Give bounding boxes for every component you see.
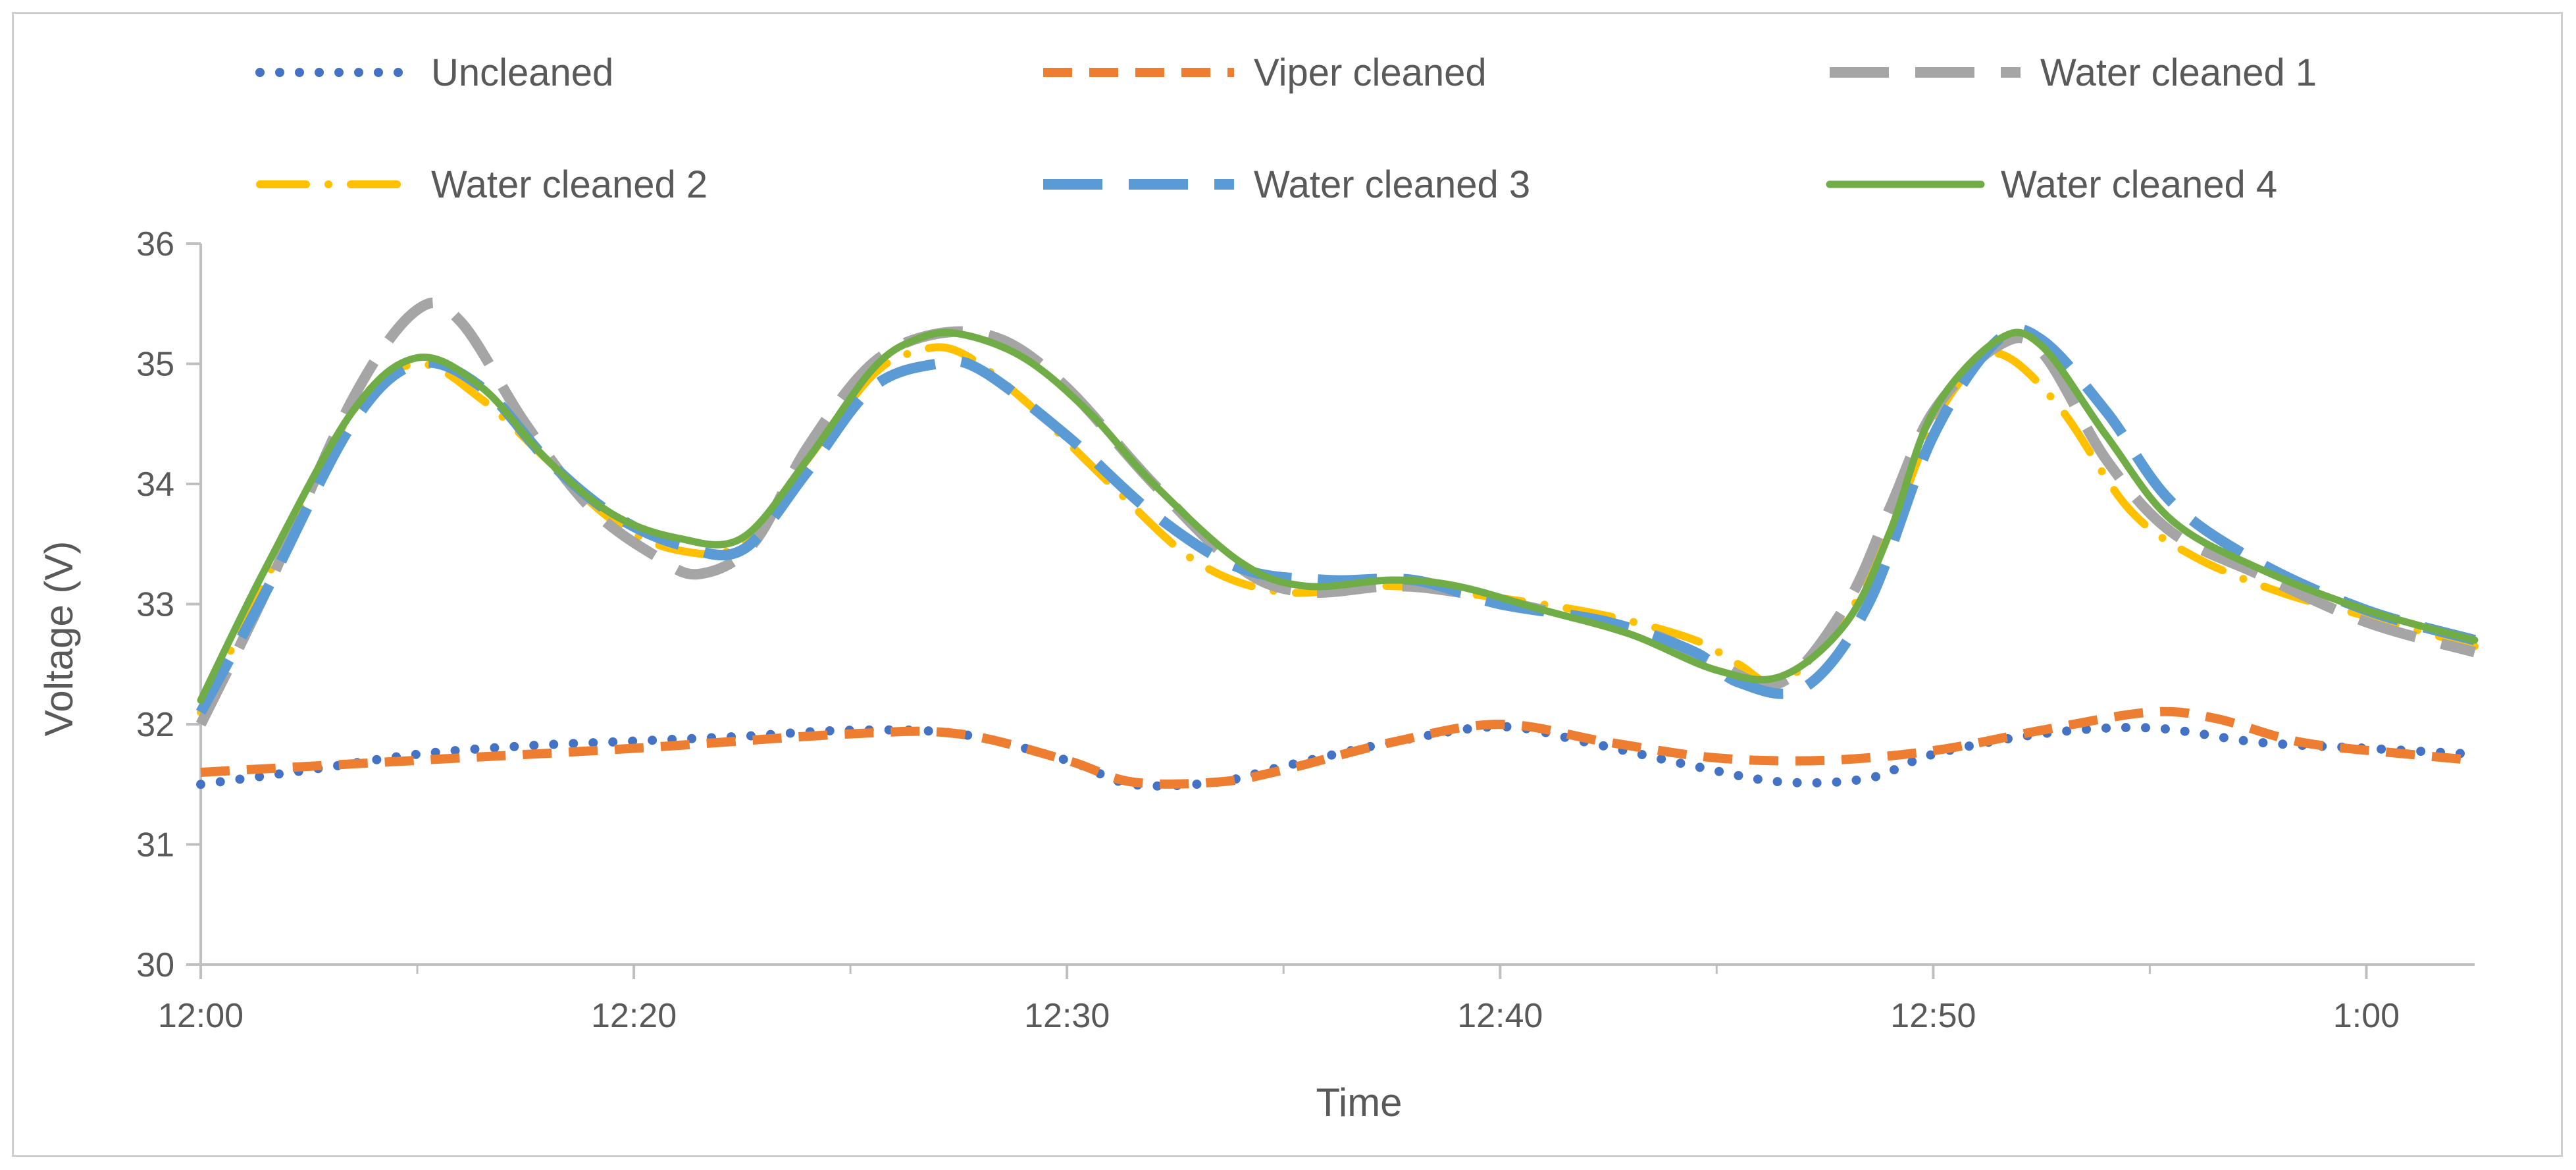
chart-legend: Uncleaned Viper cleaned Water cleaned 1 Wat… bbox=[255, 51, 2317, 206]
x-tick-label: 12:40 bbox=[1457, 997, 1543, 1035]
x-tick-label: 12:30 bbox=[1024, 997, 1110, 1035]
series-line-uncleaned bbox=[196, 722, 2479, 791]
y-tick-label: 34 bbox=[136, 465, 174, 504]
x-tick-label: 12:00 bbox=[158, 997, 244, 1035]
x-tick-label: 12:50 bbox=[1890, 997, 1976, 1035]
y-tick-label: 31 bbox=[136, 826, 174, 864]
y-tick-label: 35 bbox=[136, 346, 174, 384]
legend-label: Water cleaned 1 bbox=[2040, 51, 2317, 94]
y-tick-label: 36 bbox=[136, 225, 174, 263]
series-line-water-cleaned-2 bbox=[197, 343, 2479, 716]
series-lines bbox=[195, 297, 2479, 791]
y-axis-title: Voltage (V) bbox=[37, 541, 81, 737]
legend-label: Water cleaned 2 bbox=[431, 163, 708, 206]
x-tick-label: 1:00 bbox=[2333, 997, 2400, 1035]
chart-axes bbox=[199, 244, 2475, 966]
series-line-water-cleaned-3 bbox=[195, 324, 2477, 715]
series-line-viper-cleaned bbox=[200, 706, 2475, 789]
x-tick-label: 12:20 bbox=[591, 997, 677, 1035]
y-tick-label: 30 bbox=[136, 946, 174, 984]
legend-label: Viper cleaned bbox=[1254, 51, 1487, 94]
series-line-water-cleaned-4 bbox=[197, 329, 2479, 704]
y-axis-ticks: 30 31 32 33 34 35 36 bbox=[136, 225, 201, 984]
y-tick-label: 32 bbox=[136, 706, 174, 744]
legend-label: Uncleaned bbox=[431, 51, 613, 94]
legend-label: Water cleaned 4 bbox=[2001, 163, 2277, 206]
y-tick-label: 33 bbox=[136, 586, 174, 624]
x-axis-title: Time bbox=[1316, 1080, 1402, 1125]
legend-label: Water cleaned 3 bbox=[1254, 163, 1530, 206]
